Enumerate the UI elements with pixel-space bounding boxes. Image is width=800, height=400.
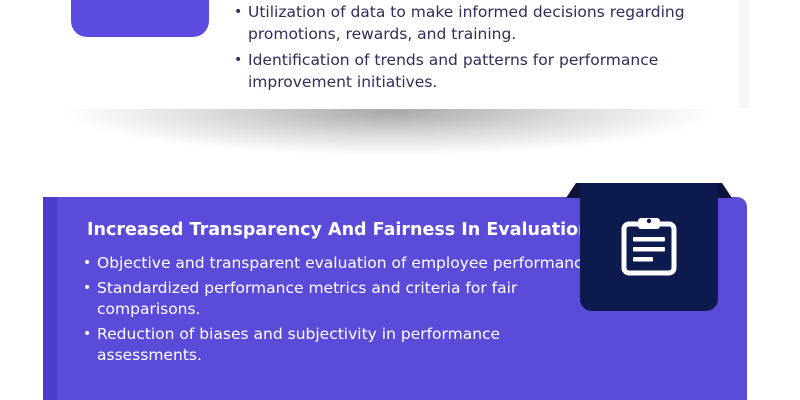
- card-edge: [738, 0, 750, 109]
- card-bullet-list: Objective and transparent evaluation of …: [83, 253, 603, 370]
- list-item: Utilization of data to make informed dec…: [234, 1, 714, 45]
- clipboard-icon: [621, 218, 677, 276]
- clipboard-tab: [580, 183, 718, 311]
- top-feature-card: Utilization of data to make informed dec…: [44, 0, 750, 109]
- list-item: Objective and transparent evaluation of …: [83, 253, 603, 274]
- card-title: Increased Transparency And Fairness In E…: [87, 220, 602, 240]
- top-card-bullet-list: Utilization of data to make informed dec…: [234, 1, 714, 97]
- list-item: Identification of trends and patterns fo…: [234, 49, 714, 93]
- list-item: Reduction of biases and subjectivity in …: [83, 324, 603, 366]
- card-accent-bar: [43, 197, 57, 400]
- list-item: Standardized performance metrics and cri…: [83, 278, 603, 320]
- top-card-badge: [71, 0, 209, 37]
